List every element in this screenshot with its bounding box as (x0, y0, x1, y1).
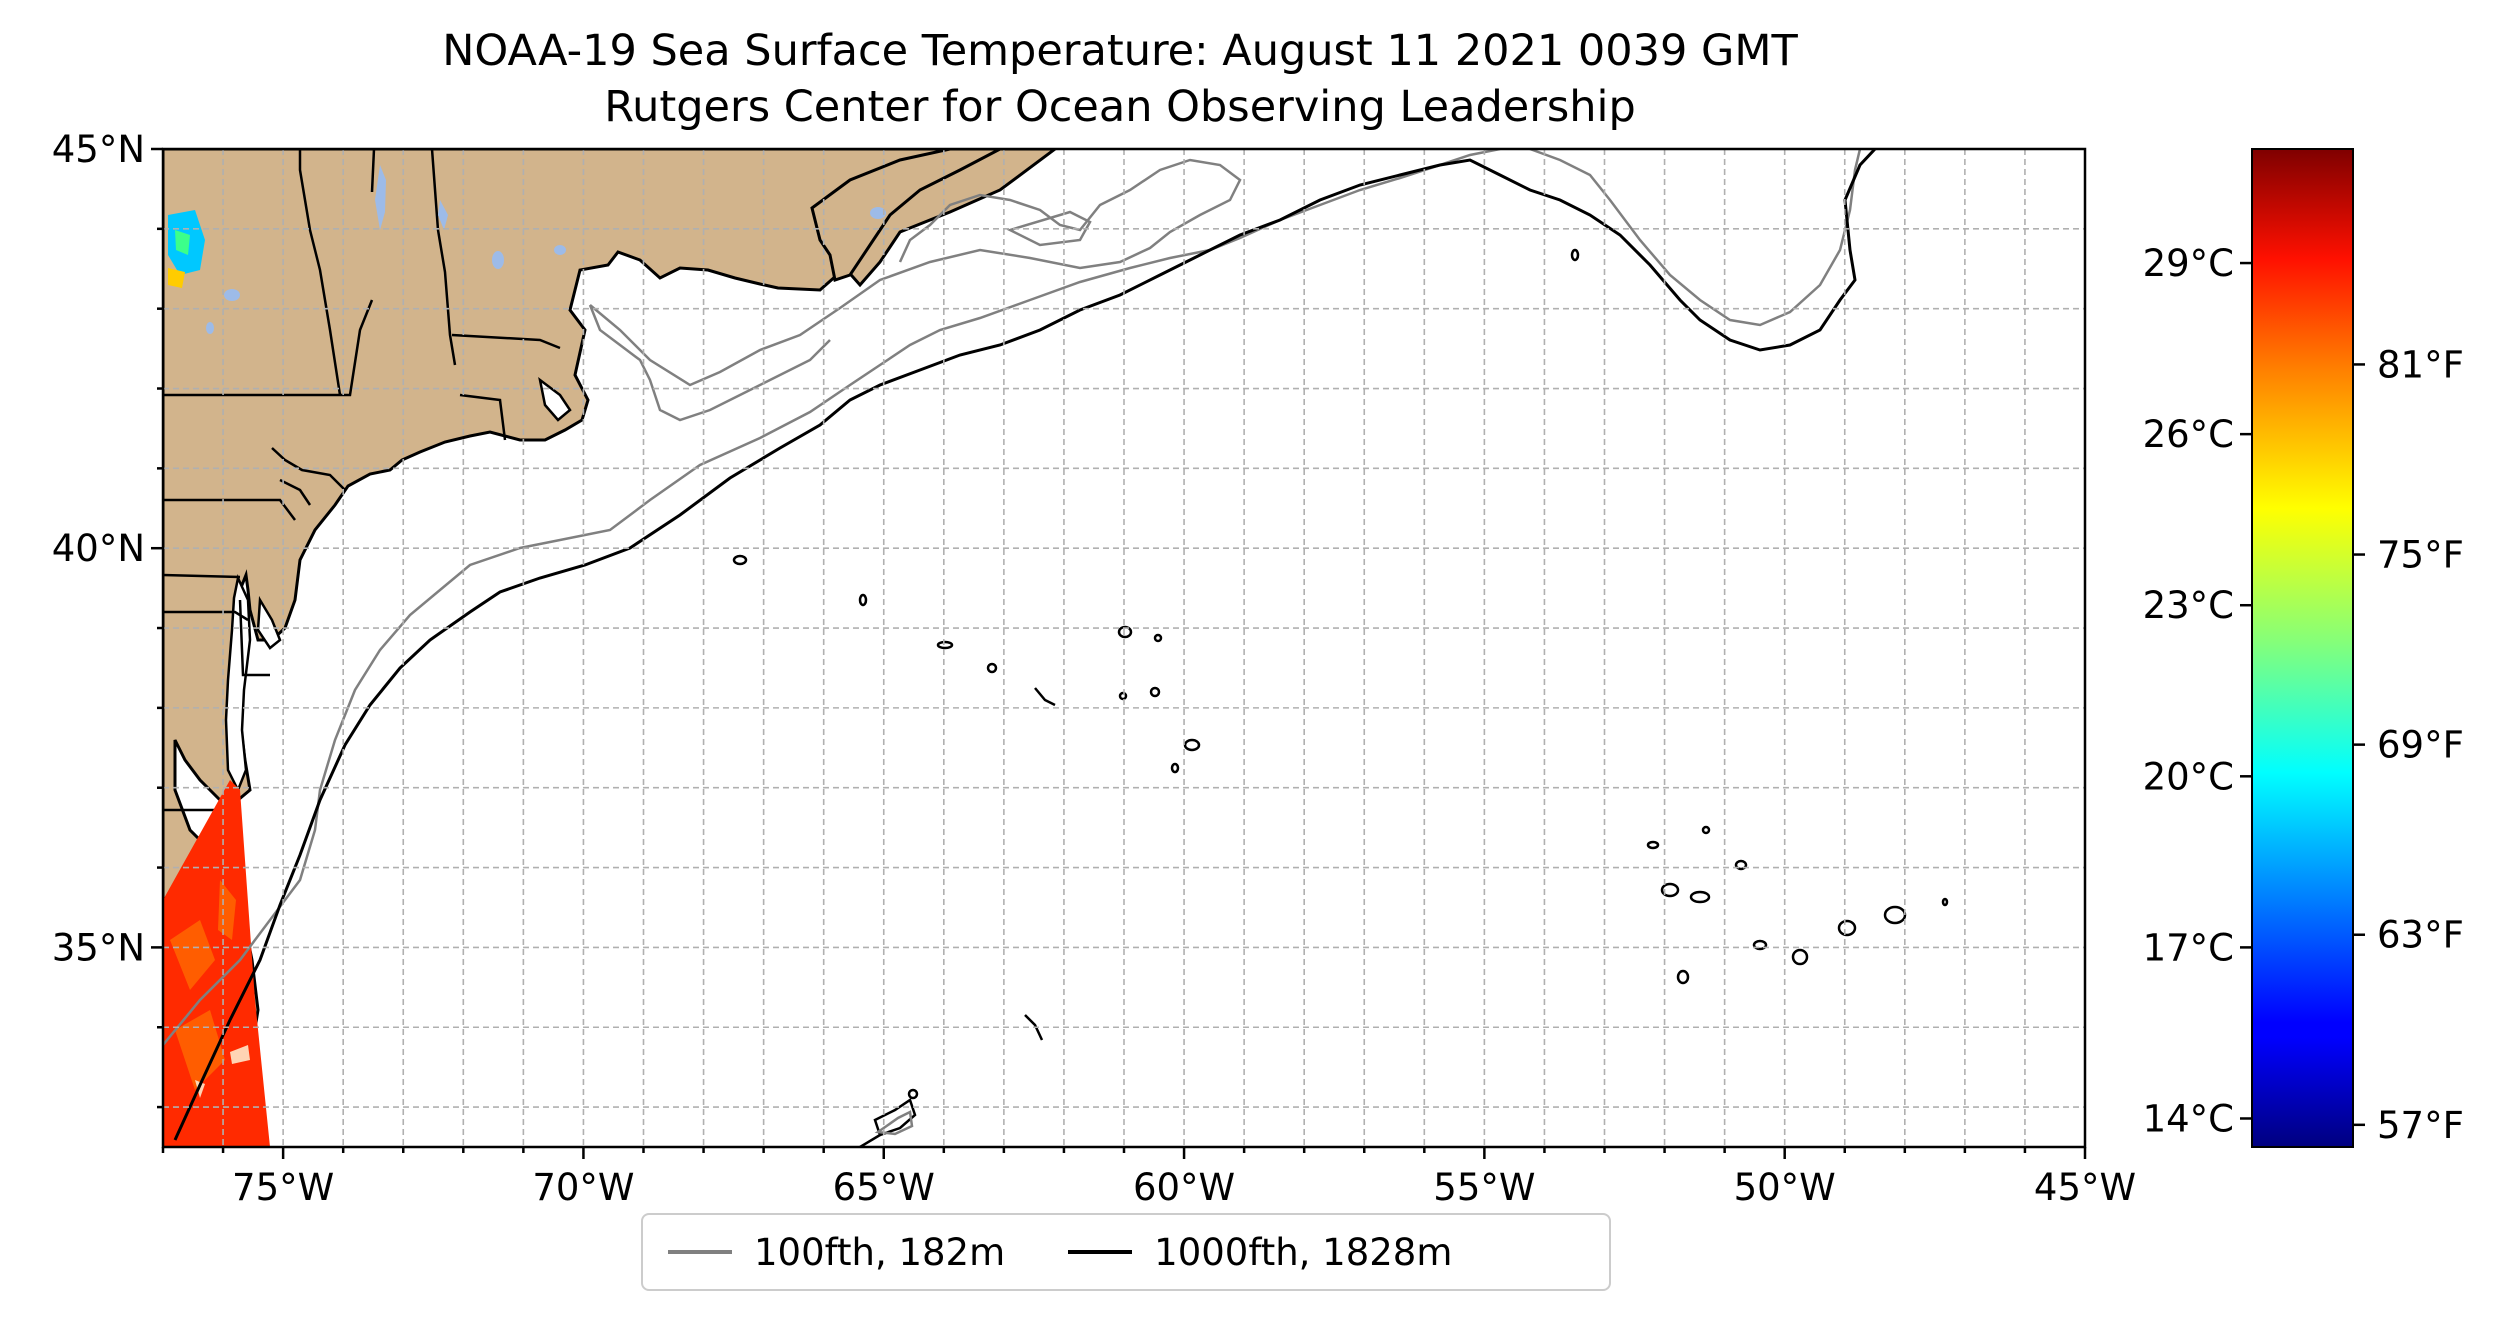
lon-tick-label: 45°W (2034, 1166, 2136, 1209)
colorbar-label-f: 69°F (2377, 724, 2464, 767)
colorbar-label-f: 75°F (2377, 534, 2464, 577)
sst-swath-lightspots (170, 880, 236, 1090)
legend-entry-1000fth: 1000fth, 1828m (1043, 1215, 1452, 1289)
sst-north-patch-green (175, 230, 190, 255)
colorbar-label-f: 63°F (2377, 914, 2464, 957)
lakes (206, 165, 886, 334)
colorbar-label-c: 23°C (2143, 584, 2234, 627)
sst-swath-clouds (195, 1045, 250, 1098)
colorbar-label-c: 26°C (2143, 413, 2234, 456)
colorbar-label-c: 29°C (2143, 242, 2234, 285)
lat-tick-label: 45°N (52, 128, 145, 171)
colorbar-label-c: 17°C (2143, 926, 2234, 969)
gridlines (163, 149, 2085, 1147)
colorbar-celsius-axis: 14°C 17°C 20°C 23°C 26°C 29°C (2143, 242, 2252, 1140)
contour-100fth-gulf-maine (588, 158, 1242, 422)
chart-title: NOAA-19 Sea Surface Temperature: August … (442, 26, 1798, 76)
state-borders (163, 149, 561, 812)
sst-north-patch-warm (168, 268, 185, 288)
legend: 100fth, 182m 1000fth, 1828m (641, 1213, 1611, 1291)
lon-tick-label: 50°W (1734, 1166, 1836, 1209)
colorbar-label-c: 14°C (2143, 1097, 2234, 1140)
legend-entry-100fth: 100fth, 182m (643, 1215, 1005, 1289)
nova-scotia (810, 149, 1001, 282)
lon-tick-label: 60°W (1133, 1166, 1235, 1209)
lon-tick-label: 70°W (532, 1166, 634, 1209)
delaware-bay (256, 595, 282, 650)
axis-ticks (151, 147, 2087, 1159)
colorbar (2251, 148, 2354, 1148)
lat-tick-labels: 45°N 40°N 35°N (52, 128, 145, 969)
colorbar-fahrenheit-axis: 57°F 63°F 69°F 75°F 81°F (2353, 343, 2464, 1147)
lon-tick-labels: 75°W 70°W 65°W 60°W 55°W 50°W 45°W (232, 1166, 2136, 1209)
lat-tick-label: 35°N (52, 926, 145, 969)
lon-tick-label: 55°W (1433, 1166, 1535, 1209)
seamount-shallow (874, 1110, 914, 1136)
legend-line-1000fth (1068, 1250, 1133, 1254)
lon-tick-label: 75°W (232, 1166, 334, 1209)
legend-label-1000fth: 1000fth, 1828m (1154, 1230, 1453, 1274)
colorbar-label-f: 57°F (2377, 1104, 2464, 1147)
legend-line-100fth (668, 1250, 732, 1254)
chart-subtitle: Rutgers Center for Ocean Observing Leade… (604, 82, 1636, 132)
contour-1000fth (173, 149, 1877, 1141)
land-mass (163, 149, 1058, 1147)
colorbar-label-c: 20°C (2143, 755, 2234, 798)
colorbar-label-f: 81°F (2377, 343, 2464, 386)
legend-label-100fth: 100fth, 182m (754, 1230, 1006, 1274)
seamounts (732, 248, 1949, 1147)
lat-tick-label: 40°N (52, 527, 145, 570)
cape-cod-bay (538, 377, 572, 422)
lon-tick-label: 65°W (833, 1166, 935, 1209)
